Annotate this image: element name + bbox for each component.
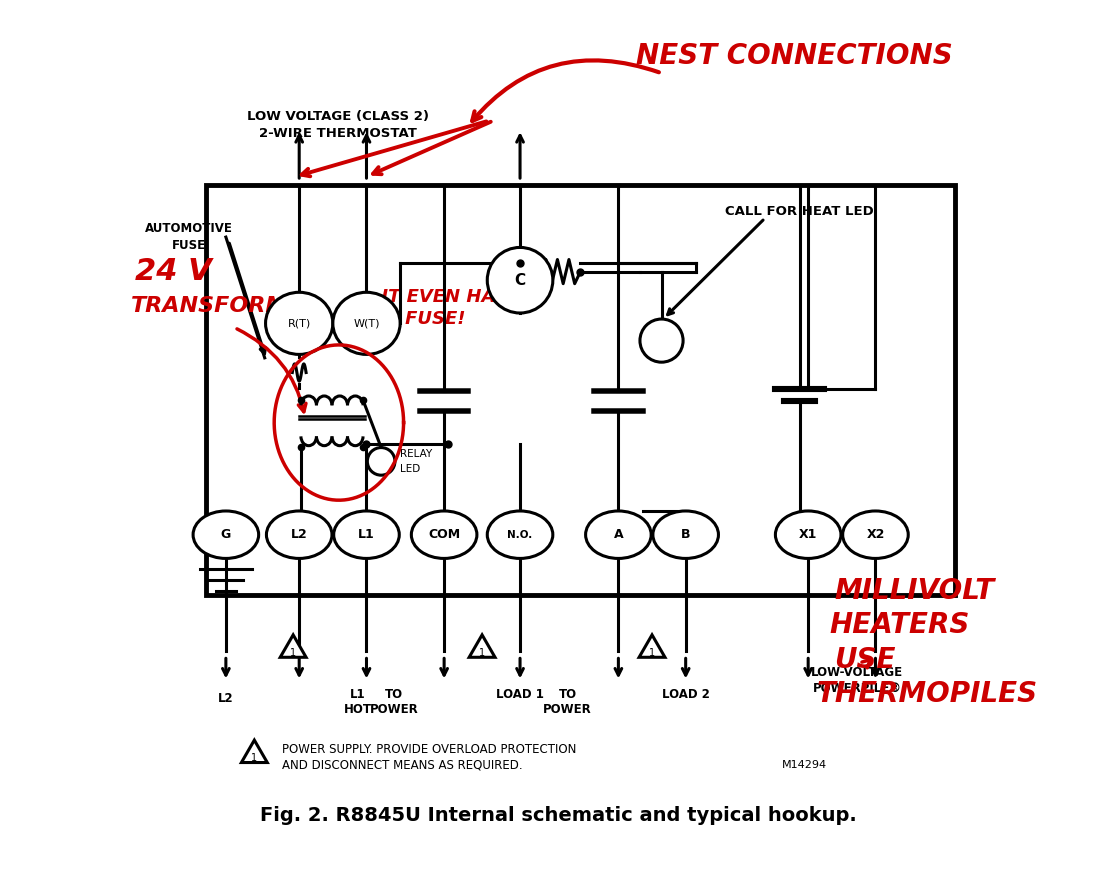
Text: NEST CONNECTIONS: NEST CONNECTIONS <box>636 42 952 70</box>
Text: CALL FOR HEAT LED: CALL FOR HEAT LED <box>725 205 874 218</box>
Text: HOT: HOT <box>344 703 372 716</box>
Ellipse shape <box>488 511 552 558</box>
Text: POWER: POWER <box>369 703 418 716</box>
Ellipse shape <box>266 293 333 354</box>
Circle shape <box>488 247 552 313</box>
Text: Fig. 2. R8845U Internal schematic and typical hookup.: Fig. 2. R8845U Internal schematic and ty… <box>260 806 856 825</box>
Text: 1: 1 <box>650 648 655 658</box>
Text: A FUSE!: A FUSE! <box>385 310 466 328</box>
Text: ← IT EVEN HAS: ← IT EVEN HAS <box>359 288 508 307</box>
Text: 1: 1 <box>251 753 258 763</box>
Circle shape <box>367 448 395 476</box>
Text: LOAD 2: LOAD 2 <box>662 688 710 701</box>
Text: LOW VOLTAGE (CLASS 2): LOW VOLTAGE (CLASS 2) <box>247 110 429 123</box>
Ellipse shape <box>843 511 908 558</box>
Circle shape <box>639 319 683 362</box>
Text: R(T): R(T) <box>288 319 311 328</box>
Text: 24 V: 24 V <box>135 257 212 286</box>
Ellipse shape <box>776 511 841 558</box>
Text: THERMOPILES: THERMOPILES <box>817 680 1038 708</box>
Ellipse shape <box>412 511 477 558</box>
Ellipse shape <box>267 511 331 558</box>
Text: USE: USE <box>834 645 895 674</box>
Text: L2: L2 <box>218 692 233 706</box>
Polygon shape <box>241 740 267 762</box>
Polygon shape <box>469 635 496 658</box>
Text: POWERPILE®: POWERPILE® <box>812 682 902 695</box>
Text: POWER SUPPLY. PROVIDE OVERLOAD PROTECTION: POWER SUPPLY. PROVIDE OVERLOAD PROTECTIO… <box>282 743 576 756</box>
Polygon shape <box>280 635 306 658</box>
Text: TO: TO <box>558 688 577 701</box>
Text: C: C <box>514 273 526 287</box>
Text: M14294: M14294 <box>782 760 827 770</box>
Polygon shape <box>639 635 665 658</box>
Text: RELAY: RELAY <box>401 449 432 460</box>
Text: L1: L1 <box>350 688 366 701</box>
Text: COM: COM <box>429 528 460 541</box>
Text: FUSE: FUSE <box>172 240 205 253</box>
Text: G: G <box>221 528 231 541</box>
Text: 1: 1 <box>290 648 296 658</box>
Ellipse shape <box>653 511 719 558</box>
Text: N.O.: N.O. <box>508 530 532 540</box>
Text: AND DISCONNECT MEANS AS REQUIRED.: AND DISCONNECT MEANS AS REQUIRED. <box>282 759 522 772</box>
Ellipse shape <box>333 293 401 354</box>
Text: L2: L2 <box>291 528 308 541</box>
Text: L1: L1 <box>358 528 375 541</box>
Text: B: B <box>681 528 691 541</box>
Text: HEATERS: HEATERS <box>829 611 970 639</box>
Text: A: A <box>614 528 623 541</box>
Text: AUTOMOTIVE: AUTOMOTIVE <box>145 222 233 235</box>
Text: TRANSFORMER: TRANSFORMER <box>131 296 321 316</box>
Text: MILLIVOLT: MILLIVOLT <box>834 577 994 604</box>
Text: LOW-VOLTAGE: LOW-VOLTAGE <box>811 666 904 679</box>
Bar <box>206 186 955 595</box>
Text: 1: 1 <box>479 648 485 658</box>
Text: LOAD 1: LOAD 1 <box>497 688 543 701</box>
Ellipse shape <box>586 511 651 558</box>
Text: X2: X2 <box>866 528 885 541</box>
Text: TO: TO <box>385 688 403 701</box>
Text: X1: X1 <box>799 528 817 541</box>
Ellipse shape <box>193 511 259 558</box>
Text: LED: LED <box>401 464 421 474</box>
Text: W(T): W(T) <box>354 319 379 328</box>
Ellipse shape <box>334 511 400 558</box>
Text: POWER: POWER <box>543 703 591 716</box>
Text: 2-WIRE THERMOSTAT: 2-WIRE THERMOSTAT <box>259 127 417 140</box>
